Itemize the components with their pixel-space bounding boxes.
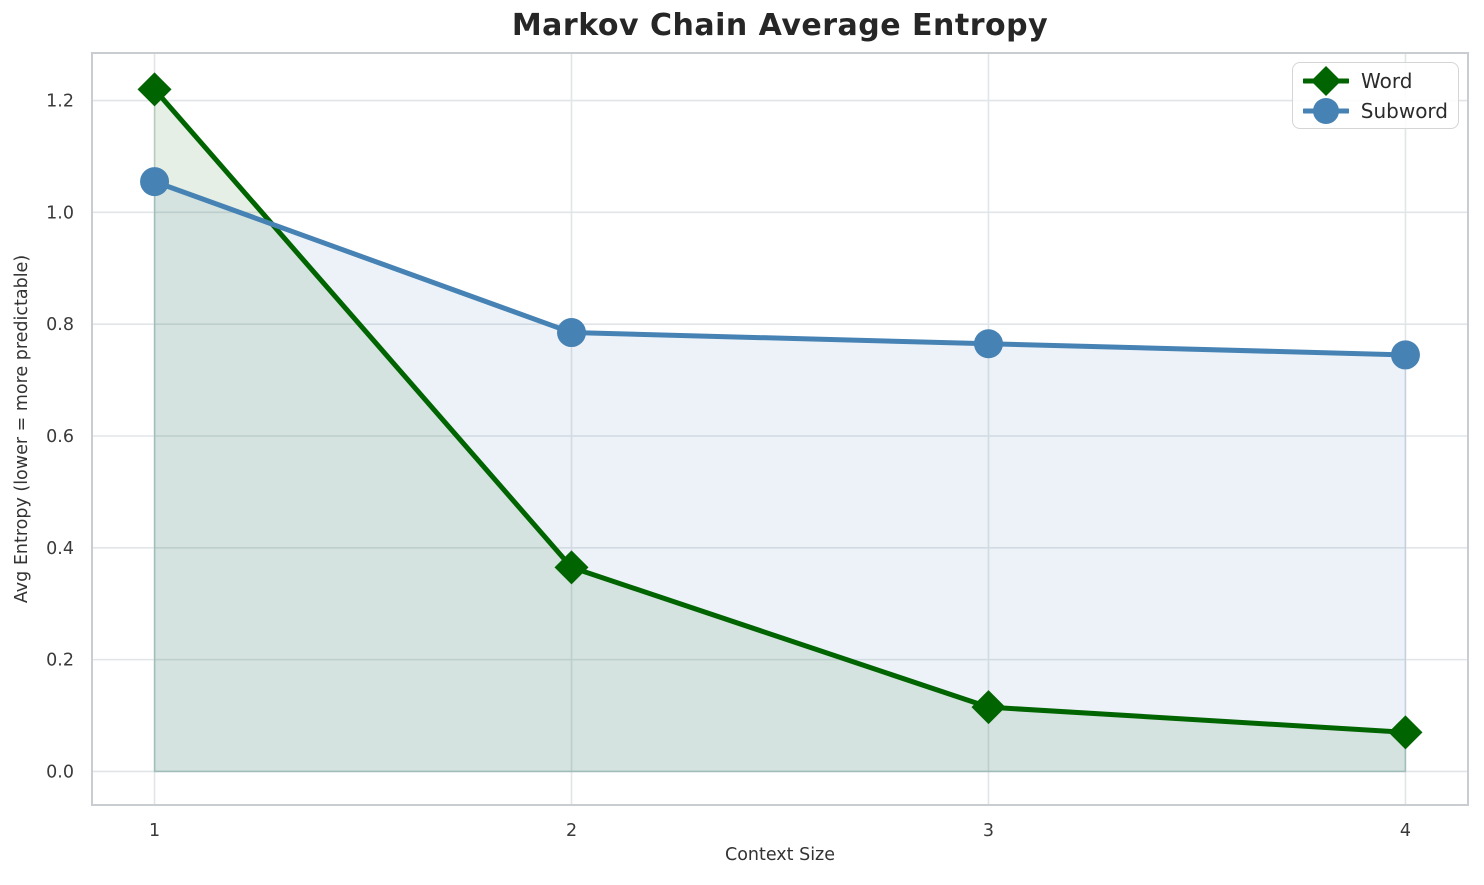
x-tick-label: 1 (149, 821, 160, 841)
x-tick-label: 3 (983, 821, 994, 841)
subword-line-sample-icon (1303, 98, 1349, 124)
x-tick-label: 4 (1400, 821, 1411, 841)
word-marker-diamond-icon (1388, 715, 1423, 750)
y-tick-label: 1.2 (46, 92, 74, 112)
plot-border (91, 52, 1469, 806)
word-line-sample-icon (1303, 66, 1349, 96)
subword-marker-circle-icon (973, 329, 1003, 359)
chart-title: Markov Chain Average Entropy (511, 8, 1049, 43)
word-line (152, 86, 1408, 735)
y-tick-label: 1.0 (46, 203, 74, 223)
y-tick-label: 0.0 (46, 762, 74, 782)
y-tick-label: 0.8 (46, 315, 74, 335)
legend-item-word: Word (1303, 66, 1448, 96)
word-marker-diamond-icon (137, 72, 172, 107)
word-legend-diamond-icon (1311, 66, 1341, 96)
x-tick-label: 2 (566, 821, 577, 841)
legend-label-word: Word (1361, 69, 1413, 93)
subword-area-fill (153, 180, 1407, 773)
y-tick-label: 0.2 (46, 651, 74, 671)
legend: Word Subword (1292, 62, 1459, 129)
word-marker-diamond-icon (971, 690, 1006, 725)
word-marker-diamond-icon (554, 550, 589, 585)
subword-marker-circle-icon (557, 318, 587, 348)
legend-label-subword: Subword (1360, 99, 1448, 123)
subword-marker-circle-icon (140, 167, 170, 197)
legend-item-subword: Subword (1303, 96, 1448, 126)
subword-line (152, 179, 1408, 358)
subword-marker-circle-icon (1390, 340, 1420, 370)
y-tick-label: 0.6 (46, 427, 74, 447)
subword-legend-circle-icon (1313, 98, 1339, 124)
x-axis-label: Context Size (724, 845, 836, 865)
y-tick-label: 0.4 (46, 539, 74, 559)
